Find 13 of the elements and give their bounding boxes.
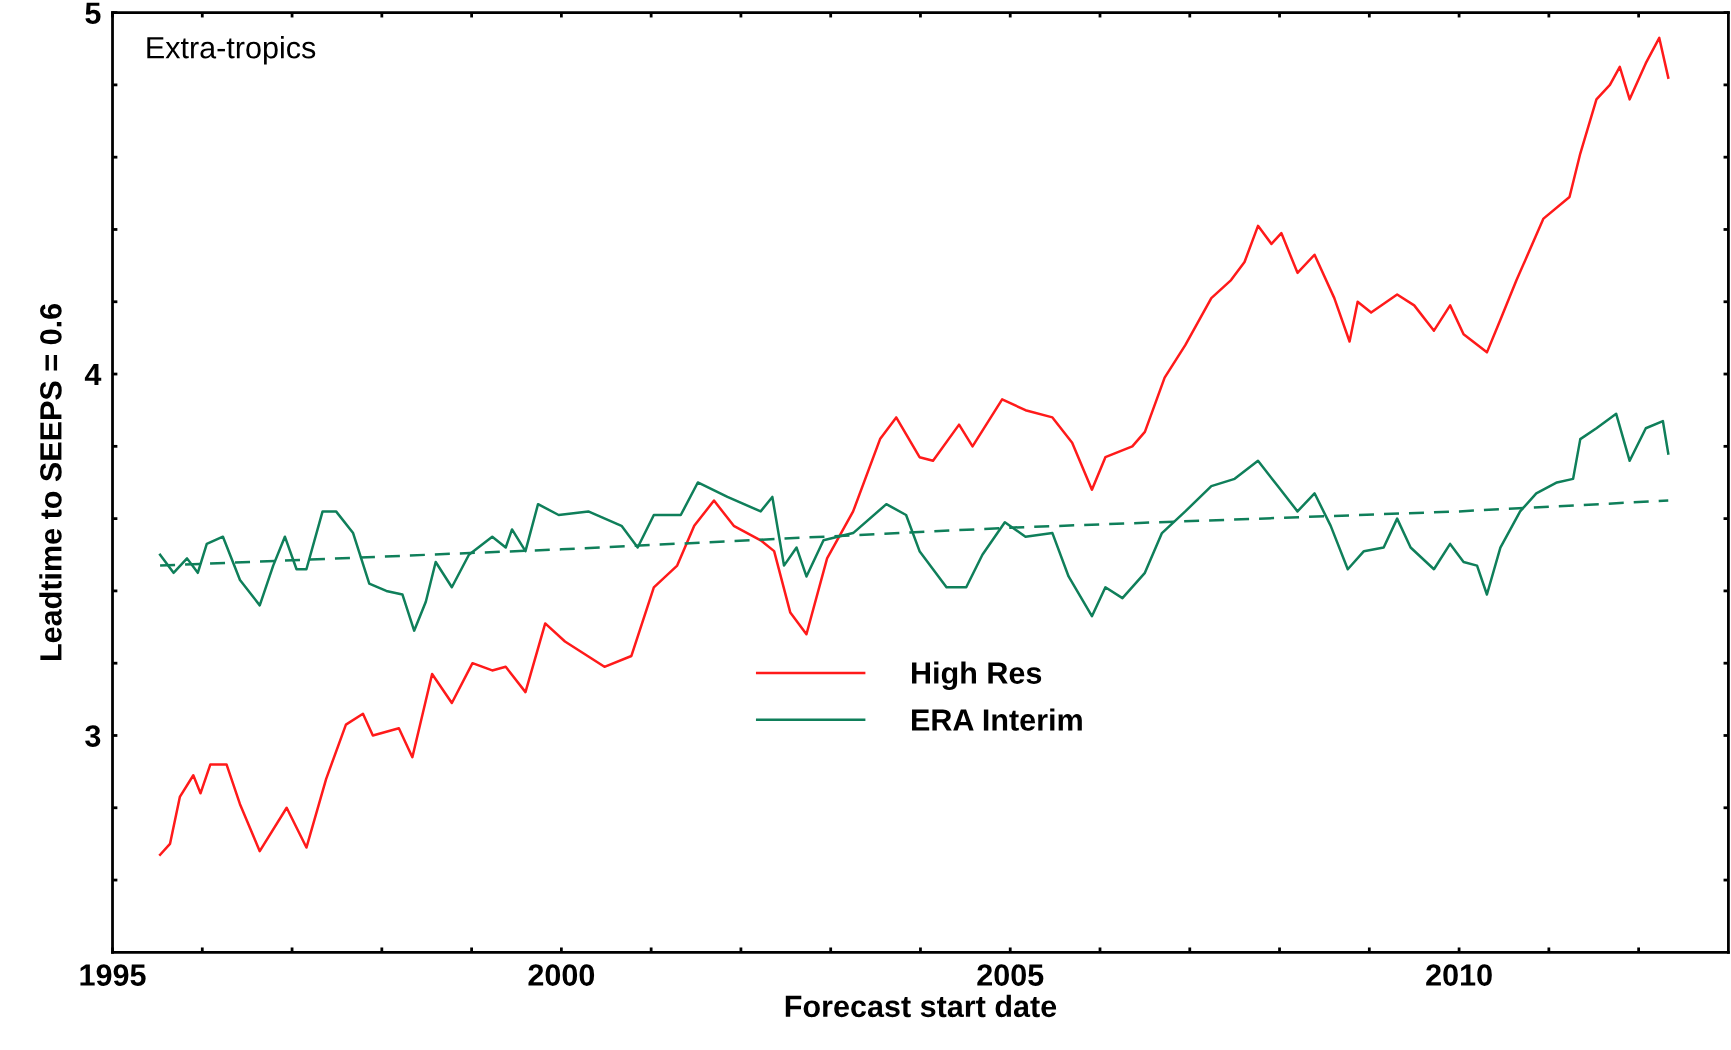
legend-label: High Res bbox=[912, 661, 1042, 691]
x-tick-label: 2010 bbox=[1426, 964, 1492, 986]
y-tick-label: 5 bbox=[85, 2, 101, 24]
line-series bbox=[158, 412, 1670, 632]
annotation: Extra-tropics bbox=[147, 36, 316, 65]
y-axis-title: Leadtime to SEEPS = 0.6 bbox=[39, 303, 62, 661]
x-tick-label: 2005 bbox=[977, 964, 1044, 986]
x-tick-label: 1995 bbox=[80, 964, 146, 986]
x-tick-label: 2000 bbox=[528, 964, 595, 986]
y-tick-label: 3 bbox=[85, 725, 101, 747]
legend-label: ERA Interim bbox=[912, 708, 1082, 731]
y-tick-label: 4 bbox=[84, 364, 102, 386]
x-axis-title: Forecast start date bbox=[785, 994, 1057, 1018]
